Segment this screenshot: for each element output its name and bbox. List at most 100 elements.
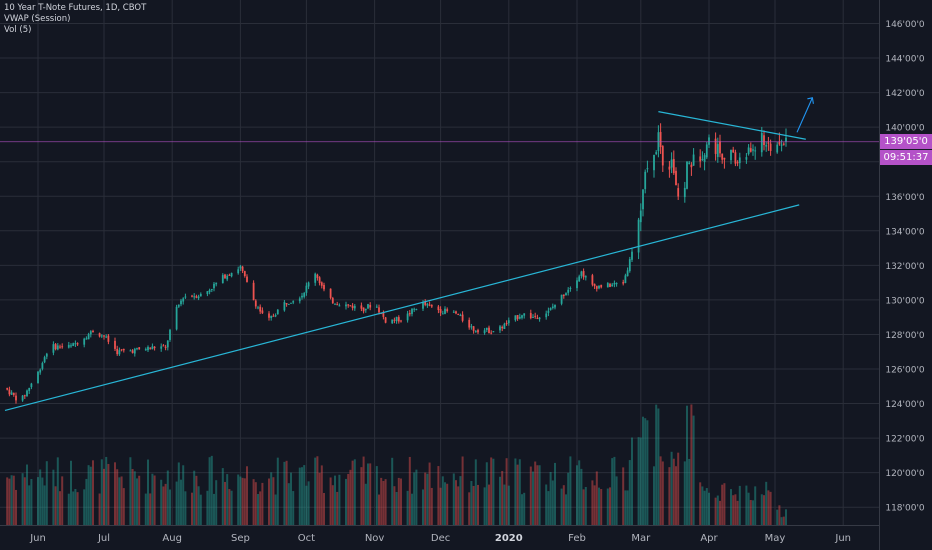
y-tick-label: 118'00'0 (885, 504, 925, 514)
candle-body (364, 308, 367, 311)
candle-body (118, 350, 121, 355)
volume-bar (320, 465, 323, 525)
volume-bar (61, 476, 64, 525)
volume-bar (503, 484, 506, 525)
candle-body (523, 313, 526, 316)
volume-bar (30, 478, 33, 525)
volume-bar (765, 481, 768, 525)
candle-body (646, 168, 649, 170)
candle-body (72, 343, 75, 346)
volume-bar (131, 469, 134, 525)
volume-bar (582, 489, 585, 525)
y-tick-label: 142'00'0 (885, 89, 925, 99)
candles (6, 123, 787, 404)
candle-body (369, 304, 372, 308)
volume-bar (452, 473, 455, 525)
candle-body (83, 338, 86, 345)
y-tick-label: 134'00'0 (885, 227, 925, 237)
volume-bar (782, 516, 785, 525)
volume-bar (461, 456, 464, 525)
candle-body (316, 274, 319, 278)
candle-body (362, 307, 365, 312)
volume-bar (675, 466, 677, 525)
volume-bar (699, 482, 702, 525)
candle-body (21, 395, 24, 401)
volume-bar (199, 494, 202, 525)
candle-body (100, 335, 103, 337)
volume-bar (683, 461, 686, 525)
volume-bar (628, 460, 631, 525)
volume-bar (578, 460, 581, 525)
volume-bar (224, 481, 226, 525)
candle-body (15, 395, 17, 401)
candle-body (780, 144, 783, 146)
volume-bar (162, 486, 165, 525)
volume-bar (177, 462, 180, 525)
volume-bar (133, 471, 136, 525)
candle-body (237, 269, 240, 274)
volume-bar (655, 404, 658, 525)
volume-bar (305, 485, 308, 525)
candle-body (103, 335, 105, 337)
volume-bar (360, 467, 363, 525)
candle-body (116, 349, 119, 355)
candle-body (569, 288, 572, 290)
volume-bar (754, 486, 757, 525)
candle-body (606, 283, 609, 288)
volume-bar (642, 416, 644, 525)
study-vwap[interactable]: VWAP (Session) (4, 14, 71, 24)
candle-body (659, 131, 662, 148)
volume-bar (116, 469, 119, 525)
volume-bar (28, 485, 31, 525)
candle-body (754, 150, 757, 152)
candle-body (30, 383, 33, 388)
volume-bar (760, 494, 763, 525)
volume-bar (10, 475, 13, 525)
candle-body (470, 326, 473, 328)
candle-body (8, 389, 11, 395)
volume-bar (72, 491, 75, 525)
volume-bar (120, 476, 123, 525)
volume-bar (615, 476, 618, 525)
candle-body (10, 392, 13, 395)
candle-body (426, 303, 429, 306)
candle-body (521, 315, 523, 318)
candle-body (714, 138, 717, 154)
candle-body (59, 346, 61, 348)
volume-bar (472, 485, 475, 525)
candle-body (472, 326, 475, 331)
y-tick-label: 132'00'0 (885, 262, 925, 272)
volume-bar (721, 484, 724, 525)
volume-bar (254, 482, 257, 525)
candle-body (736, 162, 739, 164)
x-tick-label: Jun (29, 533, 46, 544)
candle-body (206, 291, 209, 295)
volume-bar (474, 459, 477, 525)
volume-bar (569, 456, 572, 525)
volume-bar (595, 471, 598, 525)
candle-body (151, 346, 154, 350)
symbol-title[interactable]: 10 Year T-Note Futures, 1D, CBOT (4, 3, 147, 13)
candle-body (747, 147, 750, 155)
x-tick-label: Feb (568, 533, 586, 544)
volume-bar (536, 465, 539, 525)
candle-body (518, 316, 521, 319)
study-volume[interactable]: Vol (5) (4, 25, 32, 35)
candle-body (732, 149, 735, 153)
volume-bar (70, 460, 72, 525)
candle-body (122, 349, 125, 351)
candle-body (595, 286, 598, 289)
volume-bar (364, 483, 367, 525)
candle-body (565, 293, 567, 296)
candle-body (716, 144, 719, 157)
candle-body (653, 154, 655, 171)
volume-bar (85, 478, 88, 525)
candle-body (39, 369, 42, 373)
candle-body (782, 143, 785, 145)
trend-drawings[interactable] (0, 97, 879, 412)
volume-bar (657, 408, 660, 525)
volume-bar (12, 475, 15, 525)
candle-body (554, 304, 556, 308)
candle-body (769, 143, 772, 151)
